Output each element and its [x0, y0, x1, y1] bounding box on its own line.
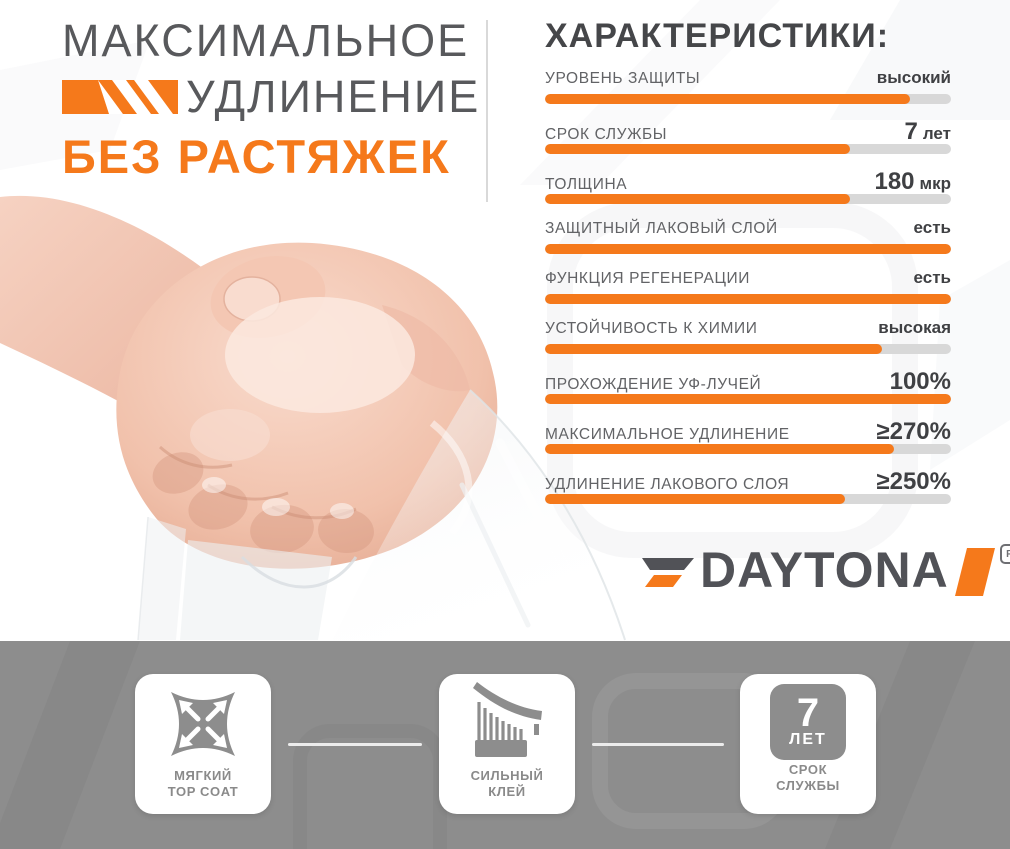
- card-label-line1: СИЛЬНЫЙ: [470, 768, 544, 783]
- hand-stretching-film-photo: [0, 195, 626, 641]
- spec-bar-fill: [545, 444, 895, 454]
- registered-trademark-icon: R: [999, 544, 1010, 564]
- spec-row: СРОК СЛУЖБЫ 7 лет: [545, 118, 951, 168]
- specs-list: УРОВЕНЬ ЗАЩИТЫ высокий СРОК СЛУЖБЫ 7 лет ТОЛЩ…: [545, 68, 951, 518]
- spec-label: ТОЛЩИНА: [545, 176, 628, 193]
- spec-value-number: 7: [904, 118, 918, 145]
- spec-bar-fill: [545, 94, 911, 104]
- connector-line: [288, 743, 422, 746]
- connector-line: [592, 743, 724, 746]
- spec-bar-track: [545, 194, 951, 204]
- spec-value-number: 100%: [889, 368, 951, 395]
- headline-line2: УДЛИНЕНИЕ: [186, 71, 481, 122]
- spec-label: ЗАЩИТНЫЙ ЛАКОВЫЙ СЛОЙ: [545, 220, 778, 237]
- spec-bar-track: [545, 344, 951, 354]
- card-label-line2: TOP COAT: [167, 784, 239, 799]
- spec-bar-fill: [545, 194, 850, 204]
- background-pattern: [0, 0, 1010, 641]
- spec-bar-fill: [545, 344, 882, 354]
- spec-bar-fill: [545, 294, 951, 304]
- spec-label: МАКСИМАЛЬНОЕ УДЛИНЕНИЕ: [545, 426, 790, 443]
- card-label-line1: СРОК: [788, 762, 828, 777]
- spec-value: ≥270%: [876, 418, 951, 446]
- feature-card-service-life: 7 ЛЕТ СРОК СЛУЖБЫ: [740, 674, 876, 814]
- spec-value: высокий: [877, 68, 951, 88]
- feature-card-soft-top-coat: МЯГКИЙ TOP COAT: [135, 674, 271, 814]
- specs-panel: ХАРАКТЕРИСТИКИ: УРОВЕНЬ ЗАЩИТЫ высокий СРО…: [545, 16, 951, 518]
- spec-value: 100%: [890, 368, 951, 396]
- spec-value: высокая: [878, 318, 951, 338]
- spec-label: УДЛИНЕНИЕ ЛАКОВОГО СЛОЯ: [545, 476, 790, 493]
- feature-card-strong-adhesive: СИЛЬНЫЙ КЛЕЙ: [439, 674, 575, 814]
- spec-row: ФУНКЦИЯ РЕГЕНЕРАЦИИ есть: [545, 268, 951, 318]
- card-label: СИЛЬНЫЙ КЛЕЙ: [471, 768, 544, 800]
- spec-bar-track: [545, 294, 951, 304]
- spec-value: 180 мкр: [874, 168, 951, 196]
- headline-line1: МАКСИМАЛЬНОЕ: [62, 15, 470, 66]
- spec-value-number: ≥270%: [876, 418, 951, 445]
- spec-label: ПРОХОЖДЕНИЕ УФ-ЛУЧЕЙ: [545, 376, 762, 393]
- headline-line3: БЕЗ РАСТЯЖЕК: [62, 130, 451, 183]
- spec-value-unit: лет: [922, 124, 951, 143]
- spec-bar-track: [545, 94, 951, 104]
- badge-number: 7: [796, 691, 820, 735]
- spec-value-unit: высокая: [878, 318, 951, 337]
- spec-bar-track: [545, 394, 951, 404]
- spec-row: УРОВЕНЬ ЗАЩИТЫ высокий: [545, 68, 951, 118]
- spec-value-unit: мкр: [919, 174, 951, 193]
- spec-value-unit: есть: [913, 268, 951, 287]
- spec-value: ≥250%: [876, 468, 951, 496]
- spec-value-unit: высокий: [876, 68, 951, 87]
- spec-value-number: ≥250%: [876, 468, 951, 495]
- vertical-divider: [486, 20, 488, 202]
- spec-row: УСТОЙЧИВОСТЬ К ХИМИИ высокая: [545, 318, 951, 368]
- spec-bar-track: [545, 244, 951, 254]
- seven-years-badge-icon: 7 ЛЕТ: [770, 684, 846, 760]
- spec-bar-track: [545, 494, 951, 504]
- spec-label: ФУНКЦИЯ РЕГЕНЕРАЦИИ: [545, 270, 750, 287]
- specs-heading: ХАРАКТЕРИСТИКИ:: [545, 17, 890, 55]
- spec-label: УРОВЕНЬ ЗАЩИТЫ: [545, 70, 701, 87]
- spec-bar-fill: [545, 144, 850, 154]
- badge-unit: ЛЕТ: [789, 731, 827, 748]
- spec-value-unit: есть: [913, 218, 951, 237]
- spec-bar-fill: [545, 394, 951, 404]
- card-label-line2: СЛУЖБЫ: [776, 778, 840, 793]
- spec-row: УДЛИНЕНИЕ ЛАКОВОГО СЛОЯ ≥250%: [545, 468, 951, 518]
- brand-slash-icon: [954, 548, 995, 596]
- adhesive-peel-icon: [473, 682, 542, 757]
- card-label-line1: МЯГКИЙ: [174, 768, 232, 783]
- spec-value: 7 лет: [905, 118, 952, 146]
- brand-wing-icon: [642, 558, 694, 587]
- brand-slash-mark-icon: [62, 80, 178, 114]
- spec-row: ТОЛЩИНА 180 мкр: [545, 168, 951, 218]
- spec-row: МАКСИМАЛЬНОЕ УДЛИНЕНИЕ ≥270%: [545, 418, 951, 468]
- spec-bar-track: [545, 444, 951, 454]
- spec-value: есть: [914, 268, 951, 288]
- spec-label: УСТОЙЧИВОСТЬ К ХИМИИ: [545, 320, 758, 337]
- card-label: СРОК СЛУЖБЫ: [776, 762, 840, 794]
- spec-bar-track: [545, 144, 951, 154]
- spec-bar-fill: [545, 244, 951, 254]
- card-label-line2: КЛЕЙ: [488, 784, 526, 799]
- spec-row: ЗАЩИТНЫЙ ЛАКОВЫЙ СЛОЙ есть: [545, 218, 951, 268]
- spec-value: есть: [914, 218, 951, 238]
- card-label: МЯГКИЙ TOP COAT: [168, 768, 239, 800]
- brand-name: DAYTONA: [700, 542, 949, 598]
- spec-bar-fill: [545, 494, 846, 504]
- stretch-pillow-arrows-icon: [171, 692, 235, 756]
- spec-label: СРОК СЛУЖБЫ: [545, 126, 668, 143]
- spec-row: ПРОХОЖДЕНИЕ УФ-ЛУЧЕЙ 100%: [545, 368, 951, 418]
- brand-logo: DAYTONA R: [642, 542, 1010, 604]
- footer-band: МЯГКИЙ TOP COAT СИЛЬНЫЙ КЛЕЙ: [0, 641, 1010, 849]
- headline-block: МАКСИМАЛЬНОЕ УДЛИНЕНИЕ БЕЗ РАСТЯЖЕК: [62, 16, 482, 182]
- spec-value-number: 180: [874, 168, 915, 195]
